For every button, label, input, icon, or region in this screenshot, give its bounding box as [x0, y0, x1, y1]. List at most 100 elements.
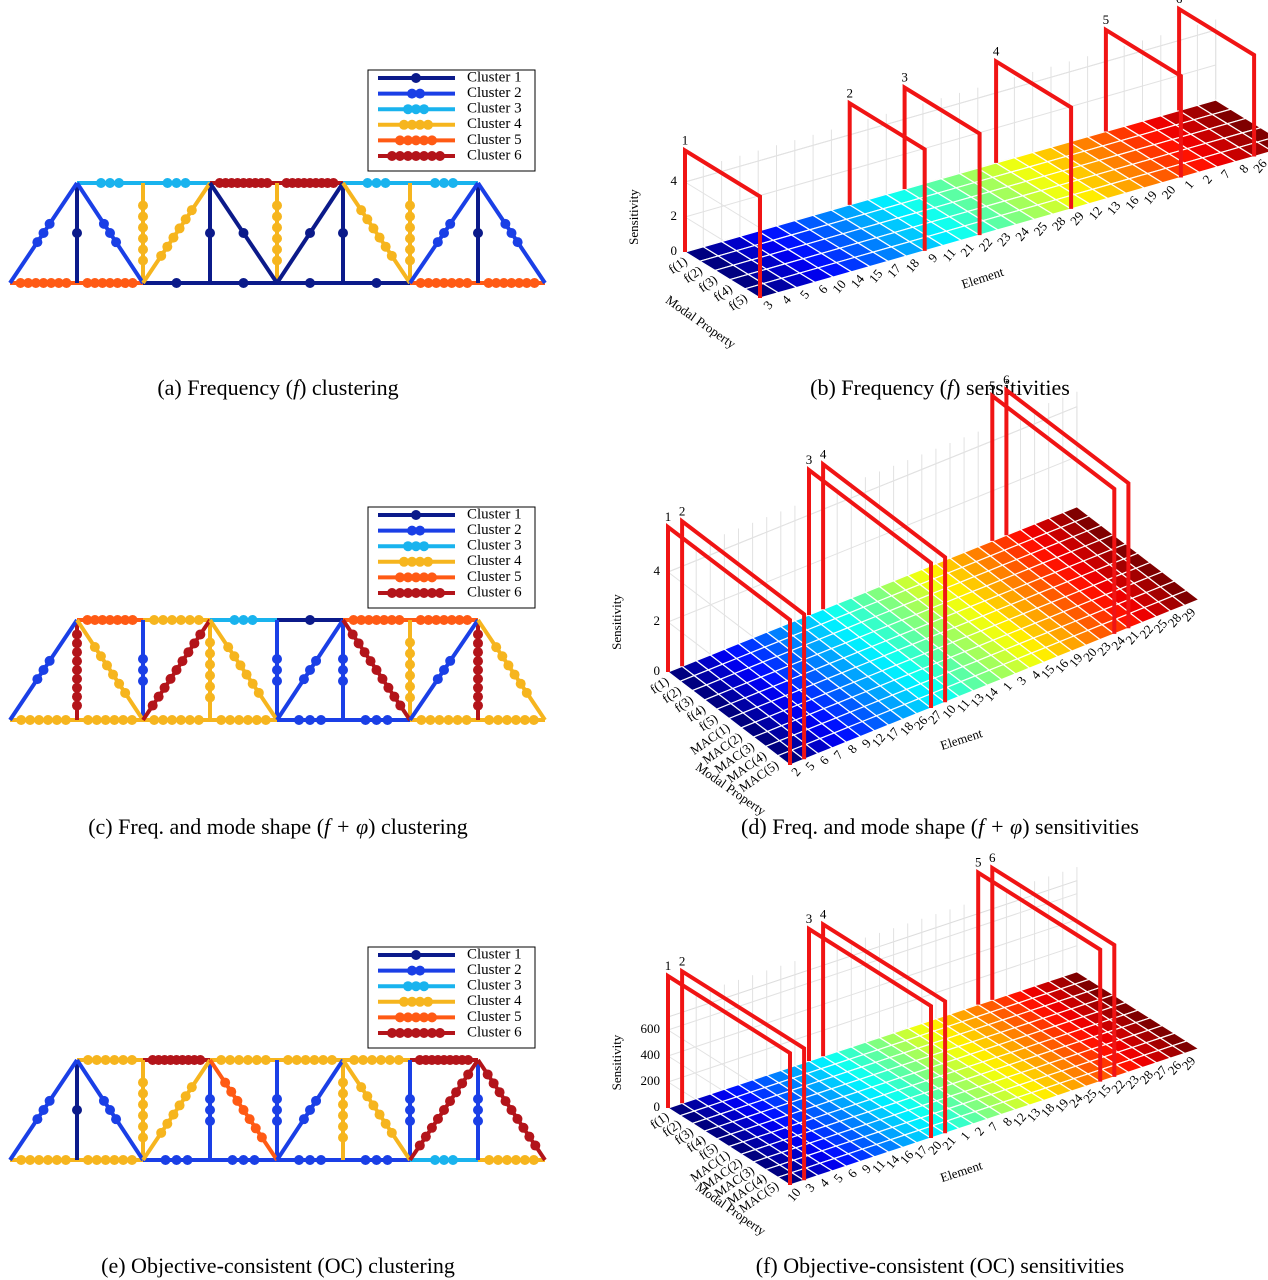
element-label: 11: [939, 245, 959, 264]
truss-dot: [338, 1133, 348, 1143]
truss-dot: [405, 1116, 415, 1126]
truss-dot: [372, 178, 382, 188]
truss-dot: [405, 256, 415, 266]
element-axis-title: Element: [938, 1157, 984, 1185]
truss-dot: [262, 178, 272, 188]
truss-dot: [138, 245, 148, 255]
truss-dot: [516, 679, 526, 689]
z-tick-label: 600: [641, 1021, 661, 1036]
truss-dot: [127, 715, 137, 725]
truss-dot: [530, 1141, 540, 1151]
truss-dot: [172, 278, 182, 288]
truss-dot: [439, 228, 449, 238]
truss-dot: [158, 715, 168, 725]
truss-dot: [183, 1155, 193, 1165]
element-label: 3: [760, 298, 776, 313]
truss-dot: [493, 1155, 503, 1165]
truss-dot: [272, 223, 282, 233]
truss-dot: [497, 651, 507, 661]
truss-dot: [305, 615, 315, 625]
truss-dot: [34, 1155, 44, 1165]
element-label: 2: [788, 764, 804, 779]
truss-dot: [32, 1114, 42, 1124]
truss-dot: [251, 1123, 261, 1133]
truss-dot: [72, 228, 82, 238]
legend-dot: [423, 120, 433, 130]
truss-dot: [502, 715, 512, 725]
truss-dot: [405, 234, 415, 244]
truss-dot: [248, 679, 258, 689]
truss-dot: [96, 178, 106, 188]
truss-dot: [154, 692, 164, 702]
truss-dot: [195, 629, 205, 639]
truss-dot: [473, 1105, 483, 1115]
truss-dot: [349, 1055, 359, 1065]
z-axis-title: Sensitivity: [609, 1034, 624, 1090]
truss-dot: [185, 715, 195, 725]
truss-dot: [261, 1055, 271, 1065]
element-label: 4: [816, 1175, 832, 1190]
truss-dot: [138, 256, 148, 266]
truss-dot: [358, 1055, 368, 1065]
truss-dot: [34, 715, 44, 725]
truss-dot: [305, 278, 315, 288]
element-label: 5: [802, 759, 818, 774]
caption-text: (a) Frequency (: [157, 375, 293, 400]
truss-dot: [372, 665, 382, 675]
caption-text: (d) Freq. and mode shape (: [741, 814, 978, 839]
truss-dot: [272, 665, 282, 675]
truss-dot: [92, 1155, 102, 1165]
truss-dot: [405, 1105, 415, 1115]
truss-dot: [72, 656, 82, 666]
truss-dot: [309, 1055, 319, 1065]
truss-dot: [524, 1132, 534, 1142]
legend-dot: [415, 89, 425, 99]
truss-dot: [473, 228, 483, 238]
legend-dot: [427, 1012, 437, 1022]
truss-dot: [189, 638, 199, 648]
legend-label: Cluster 5: [467, 569, 522, 585]
truss-dot: [205, 649, 215, 659]
legend-label: Cluster 2: [467, 85, 522, 101]
legend-label: Cluster 1: [467, 69, 522, 85]
truss-dot: [205, 660, 215, 670]
truss-dot: [239, 615, 249, 625]
truss-dot: [120, 688, 130, 698]
truss-dot: [239, 1105, 249, 1115]
element-label: 8: [844, 742, 860, 757]
truss-dot: [272, 1105, 282, 1115]
truss-dot: [205, 671, 215, 681]
truss-dot: [473, 656, 483, 666]
truss-dot: [156, 251, 166, 261]
truss-dot: [489, 1078, 499, 1088]
truss-dot: [511, 715, 521, 725]
truss-dot: [168, 1110, 178, 1120]
z-tick-label: 4: [654, 563, 661, 578]
truss-dot: [491, 642, 501, 652]
element-label: 12: [1085, 203, 1105, 223]
truss-dot: [187, 205, 197, 215]
truss-dot: [228, 1155, 238, 1165]
element-label: 5: [797, 287, 813, 302]
truss-dot: [108, 670, 118, 680]
element-label: 5: [830, 1171, 846, 1186]
truss-dot: [72, 692, 82, 702]
truss-dot: [405, 660, 415, 670]
element-label: 7: [830, 747, 846, 762]
truss-dot: [511, 1155, 521, 1165]
truss-dot: [311, 1096, 321, 1106]
truss-dot: [272, 256, 282, 266]
truss-dot: [473, 629, 483, 639]
truss-dot: [181, 1091, 191, 1101]
truss-dot: [483, 1069, 493, 1079]
truss-dot: [230, 615, 240, 625]
truss-dot: [381, 178, 391, 188]
truss-dot: [156, 1128, 166, 1138]
truss-dot: [507, 1105, 517, 1115]
truss-dot: [338, 1111, 348, 1121]
truss-dot: [111, 237, 121, 247]
truss-dot: [305, 1105, 315, 1115]
element-label: 18: [902, 256, 922, 276]
truss-member: [343, 1060, 410, 1160]
truss-dot: [45, 1096, 55, 1106]
